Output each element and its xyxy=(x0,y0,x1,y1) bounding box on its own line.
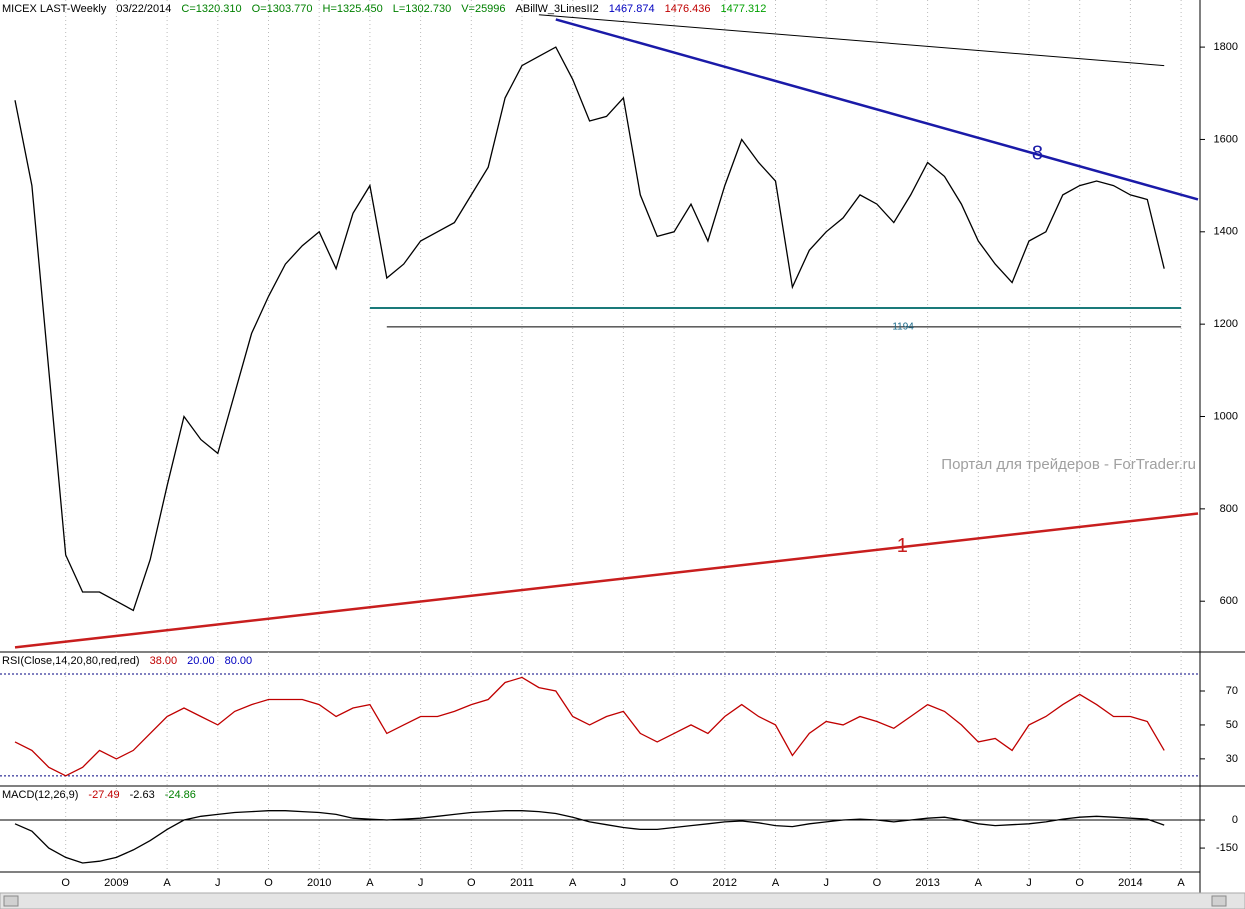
header-value: V=25996 xyxy=(461,3,505,15)
header-value: 1467.874 xyxy=(609,3,655,15)
header-value: L=1302.730 xyxy=(393,3,451,15)
header-value: 20.00 xyxy=(187,655,215,667)
y-tick-label: 0 xyxy=(1232,814,1238,826)
x-tick-label: 2009 xyxy=(104,877,128,889)
header-value: H=1325.450 xyxy=(323,3,383,15)
header-value: -24.86 xyxy=(165,789,196,801)
y-tick-label: 1400 xyxy=(1214,226,1238,238)
series-line xyxy=(14,676,1165,777)
header-value: -27.49 xyxy=(88,789,119,801)
y-tick-label: 1800 xyxy=(1214,41,1238,53)
header-value: 80.00 xyxy=(225,655,253,667)
x-tick-label: O xyxy=(264,877,273,889)
y-tick-label: -150 xyxy=(1216,842,1238,854)
y-tick-label: 50 xyxy=(1226,719,1238,731)
x-tick-label: O xyxy=(670,877,679,889)
trendline-label: 1 xyxy=(897,535,908,557)
header-value: C=1320.310 xyxy=(181,3,241,15)
x-tick-label: A xyxy=(569,877,577,889)
header-value: 38.00 xyxy=(150,655,178,667)
watermark: Портал для трейдеров - ForTrader.ru xyxy=(941,456,1196,473)
x-tick-label: A xyxy=(366,877,374,889)
y-tick-label: 1600 xyxy=(1214,133,1238,145)
y-tick-label: 1000 xyxy=(1214,410,1238,422)
series-line xyxy=(14,810,1165,864)
trendline-label: 8 xyxy=(1032,143,1043,165)
x-tick-label: O xyxy=(873,877,882,889)
x-tick-label: A xyxy=(772,877,780,889)
x-tick-label: A xyxy=(975,877,983,889)
x-tick-label: A xyxy=(163,877,171,889)
y-tick-label: 600 xyxy=(1220,595,1238,607)
x-tick-label: J xyxy=(621,877,627,889)
header-value: ABillW_3LinesII2 xyxy=(516,3,599,15)
x-tick-label: A xyxy=(1177,877,1185,889)
x-tick-label: O xyxy=(1075,877,1084,889)
x-tick-label: J xyxy=(1026,877,1032,889)
x-tick-label: 2013 xyxy=(915,877,939,889)
x-tick-label: 2011 xyxy=(510,877,534,889)
scrollbar[interactable] xyxy=(0,892,1245,909)
series-line xyxy=(14,46,1165,612)
x-tick-label: O xyxy=(61,877,70,889)
x-tick-label: J xyxy=(215,877,221,889)
trendline xyxy=(538,14,1165,67)
x-tick-label: 2010 xyxy=(307,877,331,889)
y-tick-label: 1200 xyxy=(1214,318,1238,330)
header-value: -2.63 xyxy=(130,789,155,801)
x-tick-label: J xyxy=(823,877,829,889)
panel-title: MACD(12,26,9) xyxy=(2,789,78,801)
header-value: 03/22/2014 xyxy=(116,3,171,15)
x-tick-label: J xyxy=(418,877,424,889)
panel-title: MICEX LAST-Weekly xyxy=(2,3,107,15)
y-tick-label: 30 xyxy=(1226,753,1238,765)
scroll-left[interactable] xyxy=(3,895,19,907)
panel-title: RSI(Close,14,20,80,red,red) xyxy=(2,655,140,667)
x-tick-label: O xyxy=(467,877,476,889)
header-value: 1476.436 xyxy=(665,3,711,15)
trendline xyxy=(555,18,1199,201)
y-tick-label: 800 xyxy=(1220,503,1238,515)
header-value: 1477.312 xyxy=(720,3,766,15)
header-value: O=1303.770 xyxy=(252,3,313,15)
x-tick-label: 2014 xyxy=(1118,877,1142,889)
y-tick-label: 70 xyxy=(1226,685,1238,697)
trendline xyxy=(14,512,1199,649)
scroll-right[interactable] xyxy=(1211,895,1227,907)
x-tick-label: 2012 xyxy=(713,877,737,889)
trendline-label: 1194 xyxy=(892,322,914,333)
